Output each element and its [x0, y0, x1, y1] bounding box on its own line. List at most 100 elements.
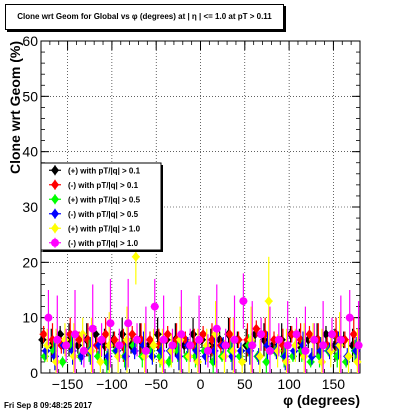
y-tick-label: 50 [22, 88, 38, 104]
data-point [220, 351, 229, 362]
data-point [225, 329, 234, 340]
x-tick-label: −100 [96, 376, 128, 392]
x-axis-label: φ (degrees) [283, 392, 360, 408]
data-point [310, 335, 319, 344]
y-tick-label: 20 [22, 254, 38, 270]
y-axis-label: Clone wrt Geom (%) [7, 41, 23, 174]
data-point [257, 330, 266, 339]
data-point [264, 296, 273, 307]
data-point [58, 356, 67, 367]
data-point [212, 324, 221, 333]
data-point [283, 341, 292, 350]
data-point [344, 351, 353, 362]
data-point [189, 329, 198, 340]
data-point [128, 329, 137, 340]
data-point [87, 345, 96, 356]
data-point [131, 251, 140, 262]
data-point [141, 346, 150, 355]
data-point [153, 329, 162, 340]
data-point [239, 297, 248, 306]
legend-label: (-) with pT/|q| > 0.5 [68, 210, 139, 219]
data-point [52, 356, 61, 367]
data-point [118, 329, 127, 340]
legend-label: (+) with pT/|q| > 0.1 [68, 166, 141, 175]
legend-marker [51, 179, 59, 190]
data-point [262, 356, 271, 367]
data-point [292, 330, 301, 339]
chart-title-box: Clone wrt Geom for Global vs φ (degrees)… [5, 4, 284, 30]
y-tick-label: 60 [22, 33, 38, 49]
x-tick-label: 100 [277, 376, 301, 392]
data-point [88, 324, 97, 333]
legend-label: (-) with pT/|q| > 1.0 [68, 239, 139, 248]
y-tick-label: 10 [22, 310, 38, 326]
data-point [78, 329, 87, 340]
data-point [321, 329, 330, 340]
data-point [97, 335, 106, 344]
data-point [105, 340, 114, 351]
data-point [248, 341, 257, 350]
data-point [114, 351, 123, 362]
data-point [185, 351, 194, 362]
data-point [265, 346, 274, 355]
data-point [252, 323, 261, 334]
data-point [96, 356, 105, 367]
data-point [44, 313, 53, 322]
data-point [79, 346, 88, 355]
data-point [124, 319, 133, 328]
data-point [53, 335, 62, 344]
data-point [39, 329, 48, 340]
data-point [62, 341, 71, 350]
data-point [106, 319, 115, 328]
x-tick-label: 150 [322, 376, 346, 392]
data-point [345, 313, 354, 322]
data-point [203, 346, 212, 355]
data-point [221, 341, 230, 350]
data-point [336, 335, 345, 344]
y-tick-label: 0 [30, 365, 38, 381]
data-point [349, 329, 358, 340]
legend-marker [51, 208, 59, 219]
data-point [229, 345, 238, 356]
data-point [273, 345, 282, 356]
data-point [317, 356, 326, 367]
timestamp: Fri Sep 8 09:48:25 2017 [4, 401, 93, 410]
data-point [274, 335, 283, 344]
data-point [238, 356, 247, 367]
data-point [159, 335, 168, 344]
data-point [145, 334, 154, 345]
legend-label: (-) with pT/|q| > 0.1 [68, 181, 139, 190]
y-tick-label: 40 [22, 144, 38, 160]
data-point [115, 341, 124, 350]
data-point [168, 341, 177, 350]
data-point [282, 356, 291, 367]
data-point [354, 341, 363, 350]
x-tick-label: 50 [237, 376, 253, 392]
data-point [110, 334, 119, 345]
data-point [236, 345, 245, 356]
data-point [148, 351, 157, 362]
data-point [149, 340, 158, 351]
data-point [177, 330, 186, 339]
legend-marker [51, 223, 59, 234]
data-point [133, 335, 142, 344]
data-point [195, 335, 204, 344]
data-point [150, 302, 159, 311]
legend [40, 162, 162, 251]
data-point [255, 351, 264, 362]
y-tick-label: 30 [22, 199, 38, 215]
data-point [291, 340, 300, 351]
x-tick-label: −50 [144, 376, 168, 392]
data-point [319, 341, 328, 350]
data-point [71, 330, 80, 339]
data-point [327, 330, 336, 339]
data-point [122, 334, 131, 345]
legend-label: (+) with pT/|q| > 1.0 [68, 224, 141, 233]
data-point [158, 356, 167, 367]
legend-marker [51, 238, 59, 247]
data-point [353, 356, 362, 367]
legend-label: (+) with pT/|q| > 0.5 [68, 195, 141, 204]
data-point [186, 341, 195, 350]
data-point [326, 345, 335, 356]
